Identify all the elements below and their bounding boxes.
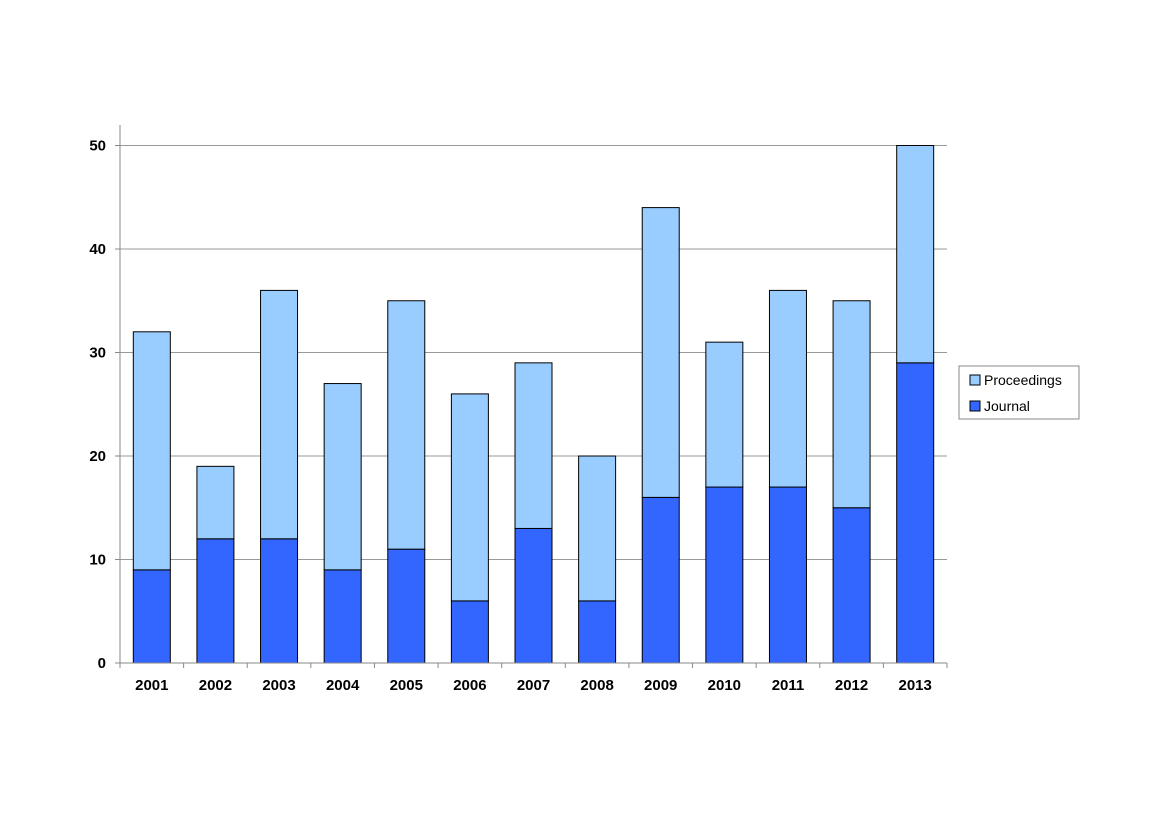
- bar-journal-2009: [641, 496, 680, 664]
- x-tick-label-2013: 2013: [899, 677, 932, 694]
- y-tick-label-50: 50: [89, 138, 106, 155]
- bar-journal-2010: [705, 486, 744, 664]
- bar-journal-2013: [896, 362, 935, 664]
- bar-proceedings-2004: [323, 383, 362, 571]
- y-tick-label-10: 10: [89, 552, 106, 569]
- x-tick-label-2012: 2012: [835, 677, 868, 694]
- bar-proceedings-2010: [705, 341, 744, 488]
- bar-proceedings-2001: [132, 331, 171, 571]
- bar-journal-2001: [132, 569, 171, 664]
- x-tick-label-2008: 2008: [580, 677, 613, 694]
- bar-journal-2008: [578, 600, 617, 664]
- bar-journal-2006: [450, 600, 489, 664]
- bar-journal-2004: [323, 569, 362, 664]
- axes: [119, 125, 947, 664]
- legend-swatch-journal: [969, 400, 981, 412]
- bar-proceedings-2007: [514, 362, 553, 529]
- x-tick-label-2001: 2001: [135, 677, 168, 694]
- bar-journal-2003: [260, 538, 299, 664]
- bar-proceedings-2012: [832, 300, 871, 509]
- bar-journal-2011: [768, 486, 807, 664]
- y-tick-labels: 0 10 20 30 40 50: [89, 138, 120, 672]
- y-tick-label-20: 20: [89, 448, 106, 465]
- bar-proceedings-2002: [196, 465, 235, 540]
- legend-swatch-proceedings: [969, 374, 981, 386]
- y-tick-label-40: 40: [89, 241, 106, 258]
- legend-label-journal: Journal: [984, 398, 1030, 414]
- bar-proceedings-2009: [641, 207, 680, 498]
- y-tick-label-30: 30: [89, 345, 106, 362]
- bar-journal-2012: [832, 507, 871, 664]
- bar-proceedings-2008: [578, 455, 617, 602]
- y-tick-label-0: 0: [98, 655, 106, 672]
- legend: Proceedings Journal: [958, 365, 1080, 420]
- bar-proceedings-2013: [896, 145, 935, 364]
- x-tick-label-2003: 2003: [262, 677, 295, 694]
- gridlines: [120, 145, 947, 560]
- bar-proceedings-2005: [387, 300, 426, 550]
- bar-journal-2005: [387, 548, 426, 664]
- x-tick-label-2006: 2006: [453, 677, 486, 694]
- bar-proceedings-2011: [768, 289, 807, 488]
- x-tick-label-2011: 2011: [772, 677, 805, 694]
- x-tick-label-2002: 2002: [199, 677, 232, 694]
- legend-label-proceedings: Proceedings: [984, 372, 1062, 388]
- bar-proceedings-2006: [450, 393, 489, 602]
- x-tick-label-2010: 2010: [708, 677, 741, 694]
- x-tick-label-2009: 2009: [644, 677, 677, 694]
- bar-proceedings-2003: [260, 289, 299, 540]
- x-tick-label-2007: 2007: [517, 677, 550, 694]
- x-tick-label-2005: 2005: [390, 677, 423, 694]
- x-tick-labels: 2001 2002 2003 2004 2005 2006 2007 2008 2009 2010…: [119, 663, 948, 694]
- bar-journal-2007: [514, 527, 553, 664]
- bar-journal-2002: [196, 538, 235, 664]
- bars: [132, 145, 935, 664]
- x-tick-label-2004: 2004: [326, 677, 360, 694]
